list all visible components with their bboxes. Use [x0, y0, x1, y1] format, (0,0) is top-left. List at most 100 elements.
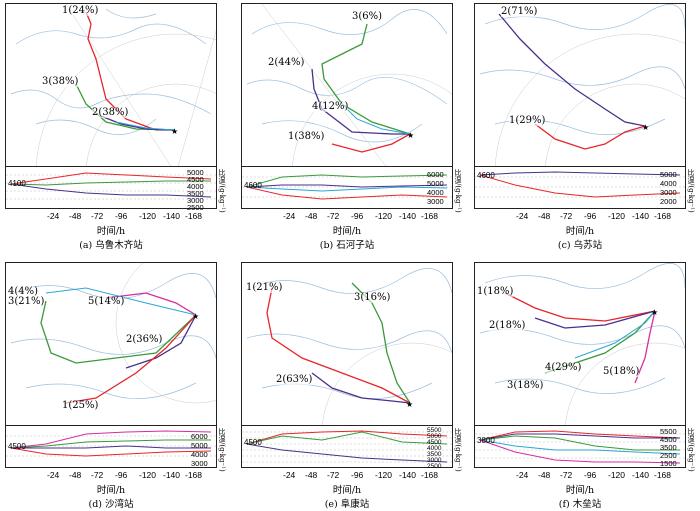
trajectory-map: ★ 1(24%) 3(38%) 2(38%)	[5, 3, 217, 167]
x-tick: -140	[399, 211, 417, 221]
y-axis-label: 比湿/(g·kg⁻¹)	[218, 428, 226, 472]
x-axis-label: 时间/h	[96, 226, 126, 237]
x-tick: -24	[283, 211, 296, 221]
x-tick: -48	[305, 470, 318, 480]
profile-graphic	[242, 430, 454, 463]
trajectory-label-1: 1(24%)	[62, 5, 99, 16]
x-tick: -96	[584, 470, 597, 480]
map-graphic: ★	[479, 4, 685, 166]
trajectory-label-4: 4(29%)	[545, 362, 582, 373]
x-tick: -96	[351, 211, 364, 221]
x-tick: -168	[421, 470, 439, 480]
trajectory-label-5: 5(14%)	[88, 296, 125, 307]
humidity-profile: 4500	[241, 426, 454, 468]
x-tick: -24	[516, 470, 529, 480]
start-value: 3800	[477, 436, 495, 445]
y-tick-labels: 5000 4500 4000 3500 3000 2500	[187, 168, 204, 212]
trajectory-map: ★ 1(21%) 3(16%) 2(63%)	[241, 262, 453, 426]
y-tick-labels: 5000 4000 3000 2000	[660, 170, 677, 206]
profile-graphic	[475, 430, 687, 464]
trajectory-map: ★ 3(6%) 2(44%) 4(12%) 1(38%)	[241, 3, 453, 167]
panel-caption: (e) 阜康站	[324, 499, 370, 510]
x-tick: -48	[69, 211, 82, 221]
svg-text:★: ★	[642, 123, 649, 132]
trajectory-label-1: 1(18%)	[477, 286, 514, 297]
x-tick: -48	[538, 211, 551, 221]
x-tick: -140	[163, 211, 181, 221]
map-graphic: ★	[246, 4, 452, 166]
trajectory-map: ★ 1(18%) 2(18%) 4(29%) 5(18%) 3(18%)	[474, 262, 686, 426]
x-tick: -120	[139, 470, 157, 480]
y-tick-labels: 6000 5000 4000 3000	[427, 170, 444, 206]
trajectory-label-2: 2(71%)	[501, 6, 538, 17]
start-value: 4500	[8, 442, 26, 451]
panel-a: ★ 1(24%) 3(38%) 2(38%) 4100 5000 4500 4000…	[5, 3, 226, 251]
trajectory-label-1: 1(38%)	[288, 131, 325, 142]
y-tick-labels: 5500 4500 3500 2500 1500	[660, 427, 677, 468]
x-tick: -168	[185, 470, 203, 480]
x-axis-label: 时间/h	[565, 226, 595, 237]
trajectory-label-3: 3(18%)	[507, 380, 544, 391]
panel-f: ★ 1(18%) 2(18%) 4(29%) 5(18%) 3(18%) 380…	[474, 262, 695, 510]
svg-text:★: ★	[651, 308, 658, 317]
x-tick: -140	[632, 211, 650, 221]
y-tick-labels: 5500 5000 4500 4000 3500 3000 2500	[427, 427, 442, 470]
x-tick: -72	[327, 470, 340, 480]
trajectory-label-4: 4(12%)	[312, 101, 349, 112]
panel-caption: (d) 沙湾站	[88, 499, 134, 510]
y-axis-label: 比湿/(g·kg⁻¹)	[687, 169, 695, 213]
x-tick: -168	[185, 211, 203, 221]
panel-c: ★ 2(71%) 1(29%) 4600 5000 4000 3000 2000 比湿…	[474, 3, 695, 251]
x-tick: -96	[115, 470, 128, 480]
svg-text:★: ★	[171, 127, 178, 136]
trajectory-label-3: 3(16%)	[354, 292, 391, 303]
trajectory-label-2: 2(63%)	[276, 374, 313, 385]
x-tick: -72	[91, 470, 104, 480]
trajectory-label-3: 3(6%)	[352, 11, 383, 22]
panel-caption: (f) 木垒站	[558, 499, 602, 510]
trajectory-label-3: 3(21%)	[8, 296, 45, 307]
x-tick: -24	[516, 211, 529, 221]
trajectory-label-1: 1(29%)	[509, 115, 546, 126]
x-tick: -48	[305, 211, 318, 221]
y-axis-label: 比湿/(g·kg⁻¹)	[454, 169, 462, 213]
trajectory-label-2: 2(18%)	[489, 320, 526, 331]
profile-graphic	[6, 172, 218, 200]
trajectory-label-1: 1(25%)	[62, 400, 99, 411]
panel-caption: (c) 乌苏站	[557, 240, 603, 251]
trajectory-map: ★ 4(4%) 3(21%) 5(14%) 2(36%) 1(25%)	[5, 262, 217, 426]
panel-e: ★ 1(21%) 3(16%) 2(63%) 4500 5500 5000 4500…	[241, 262, 462, 510]
trajectory-label-4: 4(4%)	[8, 286, 39, 297]
x-tick: -96	[584, 211, 597, 221]
humidity-profile: 3800	[474, 426, 687, 468]
trajectory-label-5: 5(18%)	[603, 366, 640, 377]
humidity-profile: 4500	[5, 426, 218, 468]
panel-caption: (b) 石河子站	[319, 240, 375, 251]
map-graphic: ★	[10, 4, 216, 166]
humidity-profile: 4600	[241, 167, 454, 209]
x-axis-label: 时间/h	[96, 485, 126, 496]
x-axis-label: 时间/h	[332, 226, 362, 237]
y-axis-label: 比湿/(g·kg⁻¹)	[687, 428, 695, 472]
profile-graphic	[6, 430, 218, 457]
x-tick: -72	[560, 470, 573, 480]
profile-graphic	[242, 174, 454, 200]
x-tick: -120	[139, 211, 157, 221]
start-value: 4100	[8, 179, 26, 188]
x-tick: -120	[608, 470, 626, 480]
svg-text:★: ★	[192, 312, 199, 321]
x-tick: -168	[654, 211, 672, 221]
x-tick: -24	[47, 470, 60, 480]
svg-text:★: ★	[407, 131, 414, 140]
panel-d: ★ 4(4%) 3(21%) 5(14%) 2(36%) 1(25%) 4500…	[5, 262, 226, 510]
trajectory-map: ★ 2(71%) 1(29%)	[474, 3, 686, 167]
x-tick: -72	[327, 211, 340, 221]
trajectory-label-2: 2(44%)	[268, 57, 305, 68]
start-value: 4500	[244, 438, 262, 447]
humidity-profile: 4600	[474, 167, 687, 209]
x-tick: -96	[351, 470, 364, 480]
x-tick: -120	[375, 211, 393, 221]
x-tick: -168	[421, 211, 439, 221]
map-graphic: ★	[246, 268, 452, 425]
panel-caption: (a) 乌鲁木齐站	[79, 240, 143, 251]
